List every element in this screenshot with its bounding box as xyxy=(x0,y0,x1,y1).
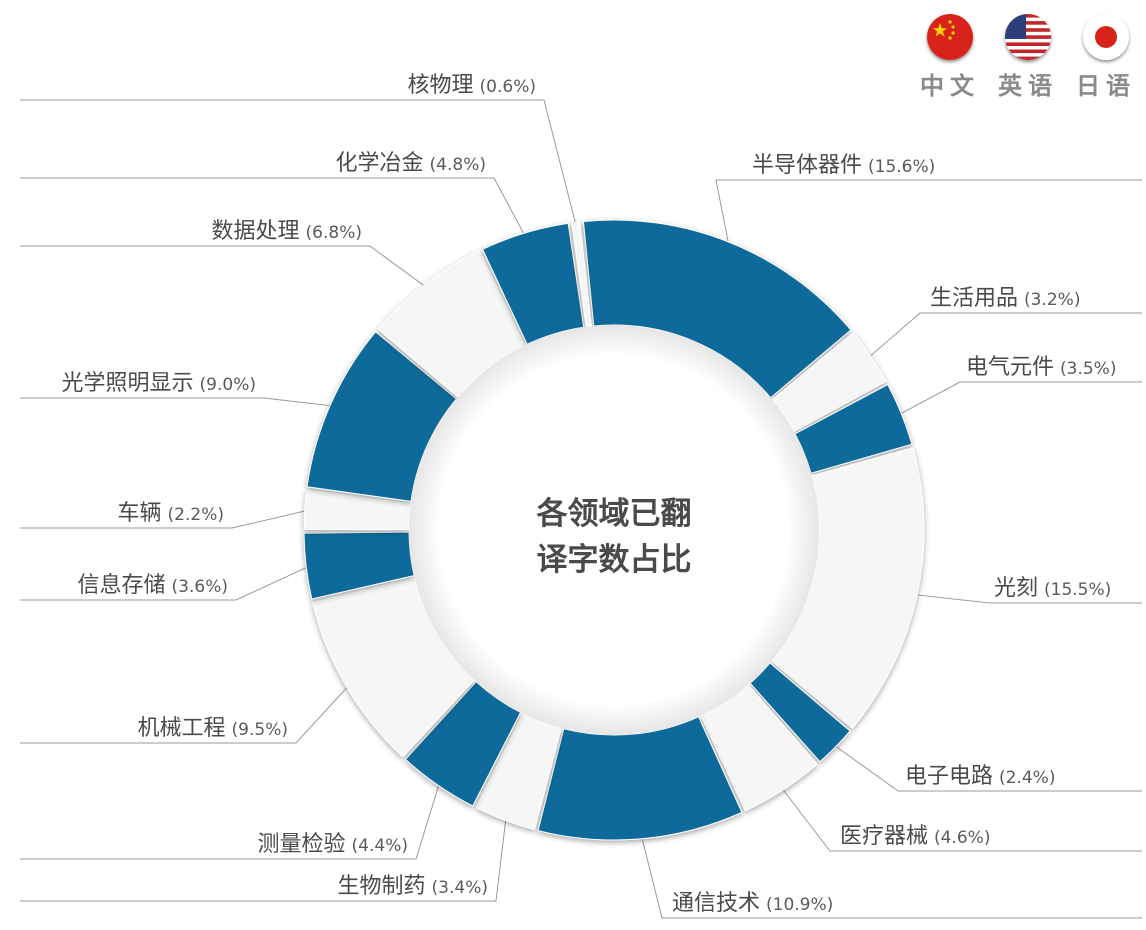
donut-segments xyxy=(303,219,925,841)
slice-label-percent: (4.4%) xyxy=(352,836,408,856)
slice-label-percent: (10.9%) xyxy=(766,895,833,915)
center-title-line-1: 各领域已翻 xyxy=(536,496,692,532)
slice-label-4: 电子电路 (2.4%) xyxy=(905,764,1055,789)
slice-label-1: 生活用品 (3.2%) xyxy=(930,286,1080,311)
slice-label-9: 机械工程 (9.5%) xyxy=(138,716,288,741)
slice-label-14: 化学冶金 (4.8%) xyxy=(336,151,486,176)
leader-line-11 xyxy=(20,509,309,529)
lang-english[interactable]: 英语 xyxy=(998,14,1058,101)
slice-label-percent: (9.5%) xyxy=(232,720,288,740)
lang-english-label: 英语 xyxy=(998,71,1058,100)
slice-label-percent: (3.5%) xyxy=(1060,359,1116,379)
lang-japanese[interactable]: 日语 xyxy=(1076,14,1136,101)
slice-labels: 半导体器件 (15.6%) 生活用品 (3.2%) 电气元件 (3.5%) 光刻 (15.5%… xyxy=(62,73,1117,916)
slice-label-name: 光学照明显示 xyxy=(62,371,194,396)
slice-label-6: 通信技术 (10.9%) xyxy=(672,891,833,916)
slice-label-name: 生物制药 xyxy=(338,874,426,899)
leader-line-8 xyxy=(20,781,441,860)
donut-hole xyxy=(409,325,819,735)
leader-line-12 xyxy=(20,397,335,407)
slice-label-name: 生活用品 xyxy=(930,286,1018,311)
leader-line-4 xyxy=(832,743,1142,792)
slice-label-13: 数据处理 (6.8%) xyxy=(212,219,362,244)
slice-label-name: 半导体器件 xyxy=(752,153,862,178)
slice-label-2: 电气元件 (3.5%) xyxy=(966,355,1116,380)
usa-flag-icon xyxy=(1005,14,1051,60)
slice-label-name: 电子电路 xyxy=(905,764,993,789)
japan-flag-icon xyxy=(1083,14,1129,60)
center-title-line-2: 译字数占比 xyxy=(537,542,692,578)
slice-label-10: 信息存储 (3.6%) xyxy=(78,573,228,598)
leader-line-10 xyxy=(20,565,311,601)
slice-label-5: 医疗器械 (4.6%) xyxy=(840,824,990,849)
slice-label-name: 核物理 xyxy=(408,73,474,98)
leader-line-3 xyxy=(913,594,1142,604)
leader-line-7 xyxy=(20,816,507,902)
slice-label-percent: (2.2%) xyxy=(168,505,224,525)
leader-line-6 xyxy=(640,834,1142,919)
leader-line-5 xyxy=(780,786,1142,852)
slice-label-name: 车辆 xyxy=(118,501,162,526)
slice-label-15: 核物理 (0.6%) xyxy=(408,73,536,98)
lang-chinese-label: 中文 xyxy=(920,71,980,100)
slice-label-percent: (3.6%) xyxy=(172,577,228,597)
leader-line-1 xyxy=(867,312,1142,359)
slice-label-percent: (4.6%) xyxy=(934,828,990,848)
leader-line-15 xyxy=(20,99,577,227)
slice-label-name: 机械工程 xyxy=(138,716,226,741)
slice-label-name: 医疗器械 xyxy=(840,824,928,849)
slice-label-percent: (6.8%) xyxy=(306,223,362,243)
slice-label-name: 通信技术 xyxy=(672,891,760,916)
leader-line-13 xyxy=(20,245,428,289)
leader-line-14 xyxy=(20,177,526,238)
slice-label-0: 半导体器件 (15.6%) xyxy=(752,153,935,178)
slice-label-name: 电气元件 xyxy=(966,355,1054,380)
leader-lines xyxy=(20,99,1142,919)
slice-label-percent: (2.4%) xyxy=(999,768,1055,788)
slice-label-percent: (9.0%) xyxy=(200,375,256,395)
slice-label-percent: (0.6%) xyxy=(480,77,536,97)
slice-label-name: 数据处理 xyxy=(212,219,300,244)
slice-label-percent: (15.5%) xyxy=(1044,580,1111,600)
lang-japanese-label: 日语 xyxy=(1076,71,1136,100)
slice-label-name: 光刻 xyxy=(994,576,1038,601)
slice-label-3: 光刻 (15.5%) xyxy=(994,576,1111,601)
leader-line-9 xyxy=(20,684,351,744)
slice-label-name: 信息存储 xyxy=(78,573,166,598)
slice-label-percent: (15.6%) xyxy=(868,157,935,177)
leader-line-2 xyxy=(897,381,1142,416)
slice-label-12: 光学照明显示 (9.0%) xyxy=(62,371,256,396)
slice-label-name: 测量检验 xyxy=(258,832,346,857)
slice-label-11: 车辆 (2.2%) xyxy=(118,501,224,526)
language-switcher: 中文 英语 日语 xyxy=(920,14,1136,101)
slice-label-name: 化学冶金 xyxy=(336,151,424,176)
slice-label-7: 生物制药 (3.4%) xyxy=(338,874,488,899)
lang-chinese[interactable]: 中文 xyxy=(920,14,980,101)
slice-label-percent: (3.4%) xyxy=(432,878,488,898)
slice-label-percent: (3.2%) xyxy=(1024,290,1080,310)
slice-label-percent: (4.8%) xyxy=(430,155,486,175)
china-flag-icon xyxy=(927,14,973,60)
slice-label-8: 测量检验 (4.4%) xyxy=(258,832,408,857)
leader-line-0 xyxy=(715,179,1142,247)
